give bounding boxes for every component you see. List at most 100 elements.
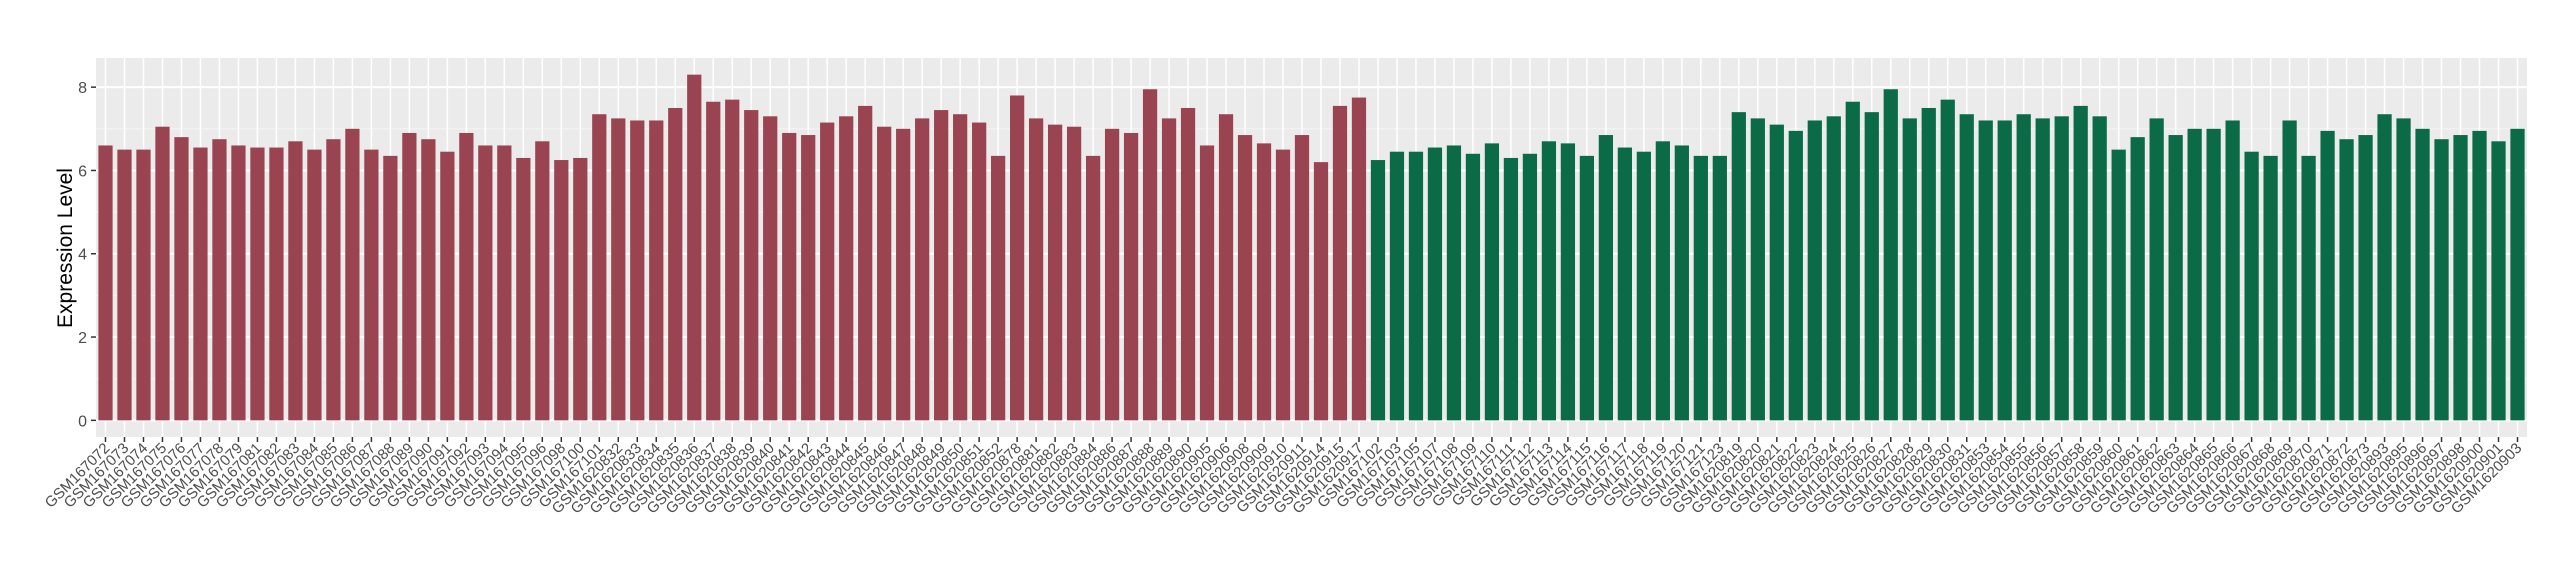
bar — [1313, 162, 1329, 421]
bar — [915, 118, 930, 421]
bar — [1465, 153, 1481, 421]
bar — [1351, 97, 1367, 421]
y-tick-label: 6 — [78, 163, 87, 180]
bar — [1408, 151, 1424, 421]
bar — [383, 155, 398, 421]
bar — [2415, 128, 2430, 421]
bar — [1693, 155, 1708, 421]
bar — [1294, 135, 1310, 421]
bar — [402, 132, 417, 421]
bar — [478, 145, 493, 421]
bar — [1598, 135, 1614, 421]
bar — [1503, 157, 1519, 421]
bar — [345, 128, 360, 421]
bar — [2301, 155, 2316, 421]
bar — [193, 147, 208, 421]
bar — [725, 99, 740, 421]
bar — [2434, 139, 2449, 421]
bar — [592, 114, 607, 421]
bar — [1009, 95, 1025, 421]
bar — [1028, 118, 1044, 421]
y-axis-label: Expression Level — [54, 168, 77, 328]
bar — [877, 126, 892, 421]
bar — [155, 126, 170, 421]
bar — [250, 147, 265, 421]
bar — [2225, 120, 2240, 421]
bar — [1579, 155, 1595, 421]
bar — [1959, 114, 1974, 421]
bar — [288, 141, 303, 421]
bar — [2244, 151, 2259, 421]
bar — [1788, 130, 1803, 421]
bar — [2016, 114, 2031, 421]
bar — [231, 145, 246, 421]
bar — [2377, 114, 2392, 421]
bar — [1522, 153, 1538, 421]
bar — [2510, 128, 2525, 421]
bar — [440, 151, 455, 421]
bar — [1712, 155, 1727, 421]
bar — [535, 141, 550, 421]
bar — [1161, 118, 1177, 421]
bar — [1066, 126, 1082, 421]
bar — [497, 145, 512, 421]
bar — [801, 135, 816, 421]
y-tick-label: 4 — [78, 247, 87, 264]
bar — [1731, 112, 1746, 421]
bar — [2358, 135, 2373, 421]
bar — [554, 160, 569, 421]
bar — [1142, 89, 1158, 421]
bar — [326, 139, 341, 421]
bar — [212, 139, 227, 421]
bar — [573, 157, 588, 421]
bar — [1370, 160, 1386, 421]
bar — [649, 120, 664, 421]
bar — [2396, 118, 2411, 421]
bar — [1237, 135, 1253, 421]
bar — [2206, 128, 2221, 421]
bar — [858, 105, 873, 421]
bar — [1389, 151, 1405, 421]
bar — [1275, 149, 1291, 421]
bar — [839, 116, 854, 421]
bar — [2073, 105, 2088, 421]
bar — [1883, 89, 1898, 421]
bar — [2282, 120, 2297, 421]
bar — [2092, 116, 2107, 421]
bar — [934, 110, 949, 421]
bar — [269, 147, 284, 421]
bar — [687, 74, 702, 421]
bar — [2130, 137, 2145, 421]
bar — [2453, 135, 2468, 421]
bar — [1085, 155, 1101, 421]
bar — [1769, 124, 1784, 421]
bar — [459, 132, 474, 421]
bar — [1180, 107, 1196, 421]
bar — [1940, 99, 1955, 421]
bar — [763, 116, 778, 421]
bar — [1332, 105, 1348, 421]
bar — [1864, 112, 1879, 421]
bar — [2187, 128, 2202, 421]
bar — [2472, 130, 2487, 421]
bar — [1560, 143, 1576, 421]
bar — [820, 122, 835, 421]
bar — [2054, 116, 2069, 421]
bar — [364, 149, 379, 421]
bar — [2339, 139, 2354, 421]
bar — [1446, 145, 1462, 421]
bar — [972, 122, 987, 421]
bar — [706, 101, 721, 421]
bar — [953, 114, 968, 421]
bar — [744, 110, 759, 421]
y-tick-label: 8 — [78, 80, 87, 97]
bar — [136, 149, 151, 421]
bar — [2320, 130, 2335, 421]
bar — [1484, 143, 1500, 421]
bar — [421, 139, 436, 421]
bar — [117, 149, 132, 421]
bar — [1541, 141, 1557, 421]
y-tick-label: 0 — [78, 413, 87, 430]
bar — [2263, 155, 2278, 421]
